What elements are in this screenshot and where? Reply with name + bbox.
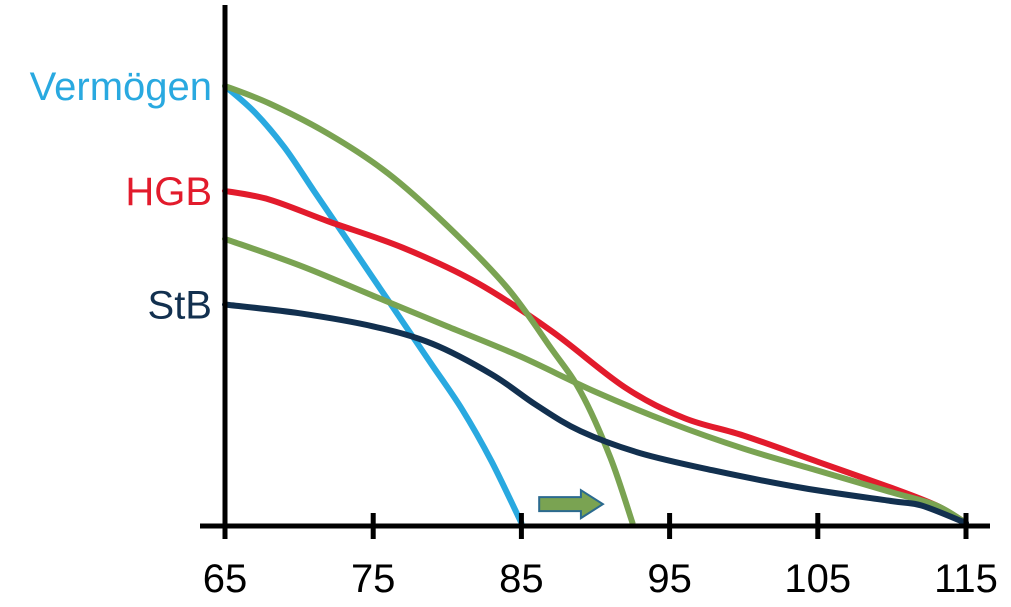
x-tick-label: 85	[499, 557, 544, 601]
x-tick-label: 115	[934, 557, 998, 601]
x-tick-label: 105	[784, 557, 851, 601]
series-line-verm-gen	[222, 83, 525, 526]
series-line-hgb	[222, 187, 969, 526]
annotation-layer	[538, 488, 605, 520]
series-layer	[222, 83, 969, 526]
y-label-hgb: HGB	[125, 170, 212, 214]
x-tick-label: 75	[351, 557, 396, 601]
series-line-green-3	[222, 235, 969, 526]
y-labels: Vermögen HGB StB	[30, 65, 212, 328]
y-label-verm-gen: Vermögen	[30, 65, 212, 109]
y-label-stb: StB	[148, 284, 212, 328]
arrow-right-icon	[538, 488, 605, 520]
x-tick-label: 95	[647, 557, 692, 601]
x-ticks: 65 75 85 95 105 115	[203, 513, 998, 601]
x-tick-label: 65	[203, 557, 248, 601]
series-line-green-2	[222, 83, 636, 526]
series-line-stb	[222, 301, 969, 526]
